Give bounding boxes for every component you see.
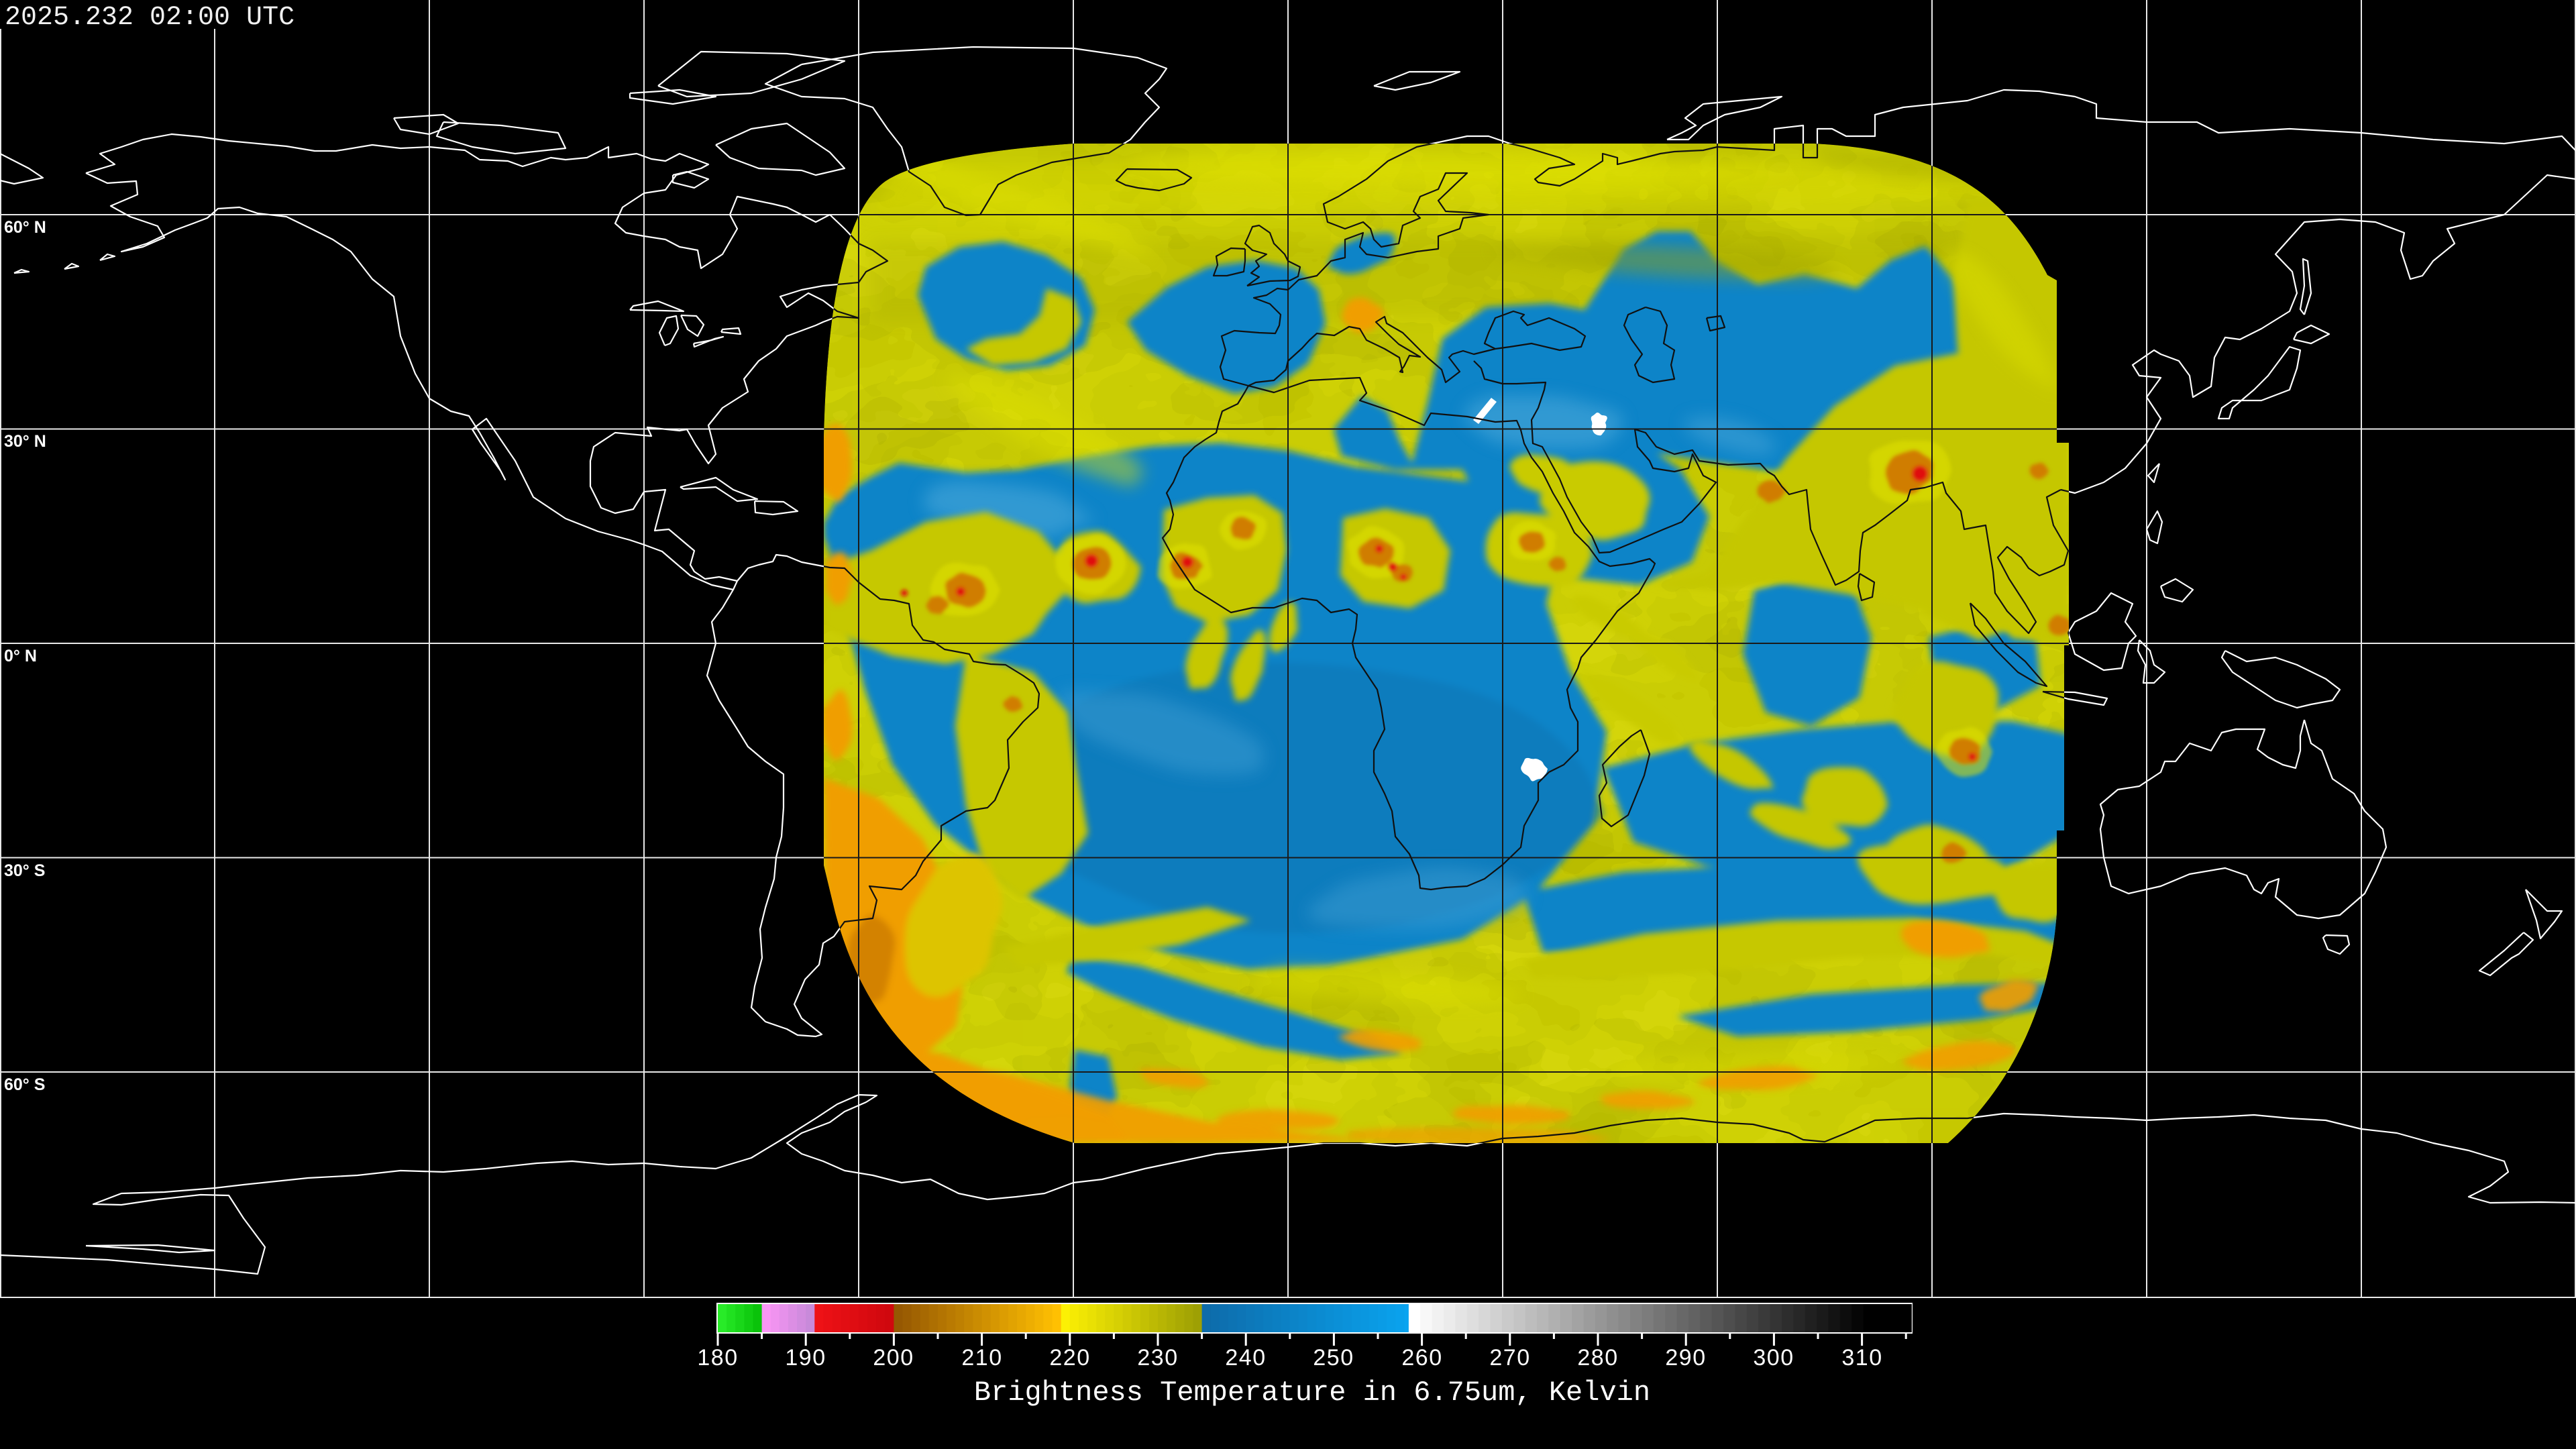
svg-text:Brightness Temperature in 6.75: Brightness Temperature in 6.75um, Kelvin — [974, 1377, 1650, 1409]
svg-text:220: 220 — [1049, 1345, 1090, 1371]
svg-text:310: 310 — [1841, 1345, 1882, 1371]
svg-text:240: 240 — [1225, 1345, 1266, 1371]
svg-text:300: 300 — [1753, 1345, 1794, 1371]
svg-text:200: 200 — [873, 1345, 914, 1371]
svg-text:30° N: 30° N — [4, 432, 46, 451]
svg-text:230: 230 — [1137, 1345, 1178, 1371]
svg-text:180: 180 — [697, 1345, 738, 1371]
svg-text:60° N: 60° N — [4, 218, 46, 237]
svg-text:290: 290 — [1665, 1345, 1706, 1371]
svg-text:30° S: 30° S — [4, 861, 45, 880]
svg-text:190: 190 — [785, 1345, 826, 1371]
svg-text:280: 280 — [1577, 1345, 1618, 1371]
svg-text:260: 260 — [1401, 1345, 1442, 1371]
svg-text:0° N: 0° N — [4, 647, 37, 665]
svg-text:60° S: 60° S — [4, 1075, 45, 1094]
svg-text:2025.232 02:00 UTC: 2025.232 02:00 UTC — [5, 3, 294, 33]
svg-text:270: 270 — [1489, 1345, 1530, 1371]
svg-text:250: 250 — [1313, 1345, 1354, 1371]
svg-text:210: 210 — [961, 1345, 1002, 1371]
